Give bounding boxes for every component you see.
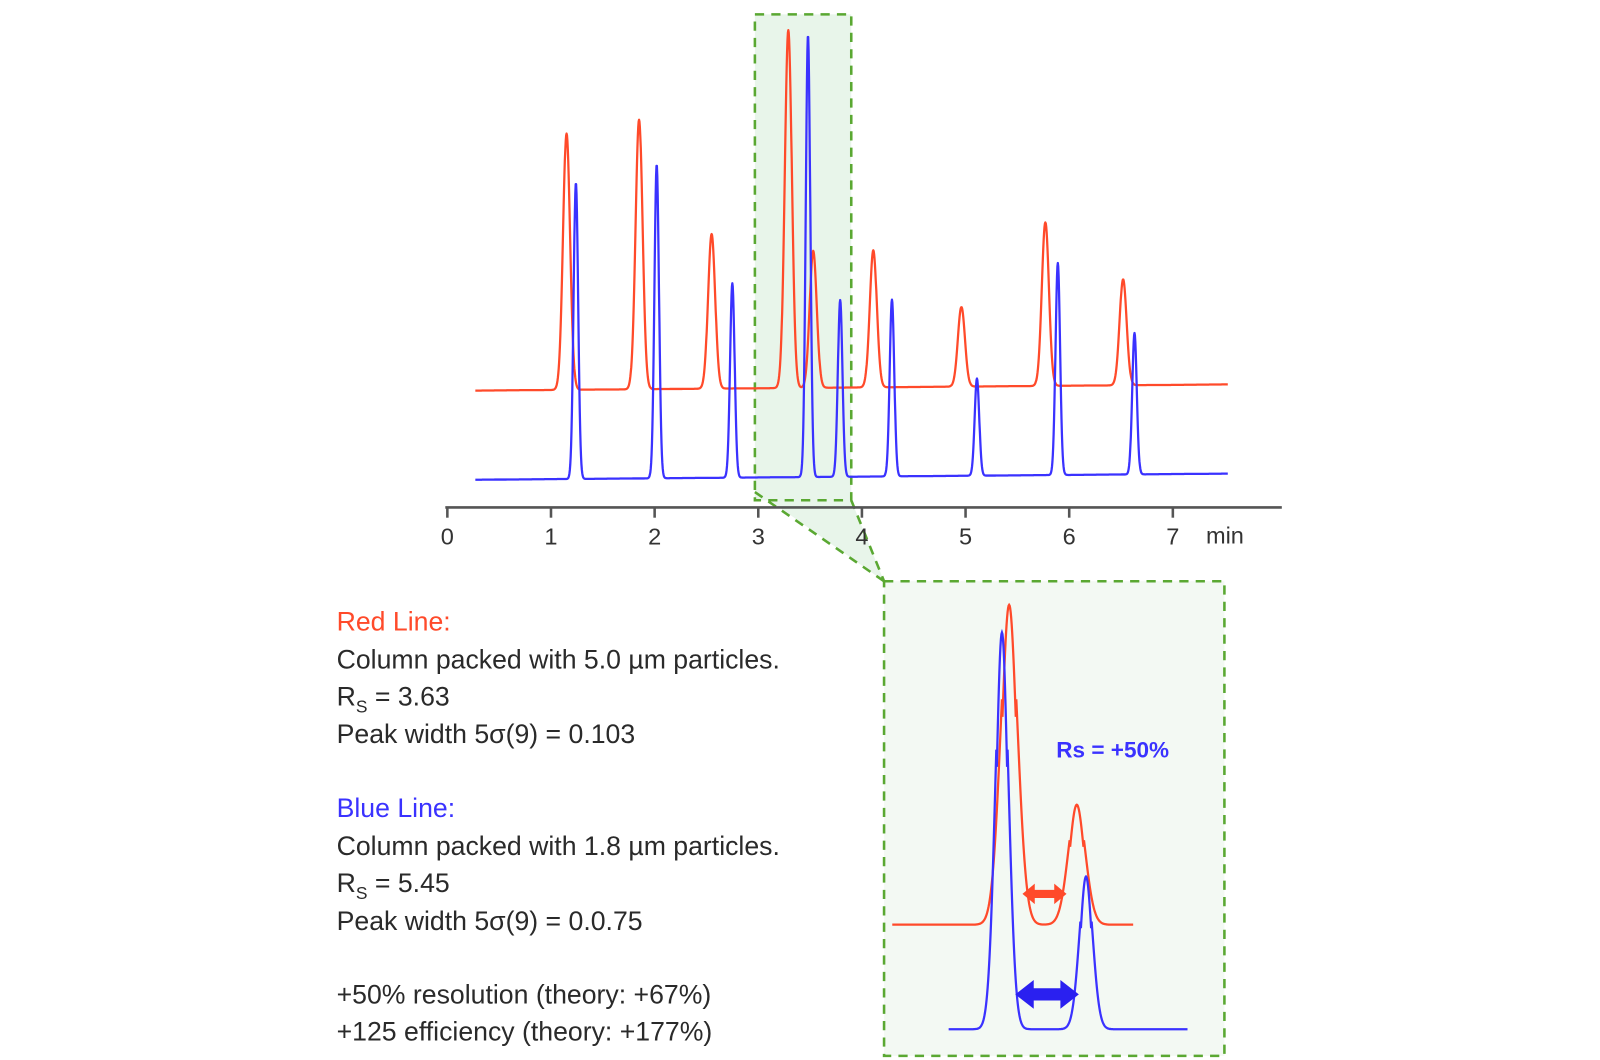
inset-box (882, 579, 1226, 1058)
blue-line-rs: RS = 5.45 (337, 868, 450, 903)
red-line-description: Column packed with 5.0 µm particles. (337, 644, 780, 674)
x-axis-label: min (1206, 522, 1244, 548)
x-axis-ticks: 0 1 2 3 4 5 6 7 (441, 507, 1179, 549)
zoom-connector-right (850, 499, 886, 582)
red-line-peak-width: Peak width 5σ(9) = 0.103 (337, 719, 636, 749)
blue-trace (474, 35, 1229, 481)
x-tick-label: 1 (544, 523, 557, 549)
summary-efficiency: +125 efficiency (theory: +177%) (337, 1017, 713, 1047)
rs-value: = 3.63 (368, 681, 450, 711)
blue-line-peak-width: Peak width 5σ(9) = 0.0.75 (337, 906, 643, 936)
rs-prefix: R (337, 868, 356, 898)
red-line-title: Red Line: (337, 606, 451, 636)
x-tick-label: 6 (1063, 523, 1076, 549)
blue-line-title: Blue Line: (337, 793, 456, 823)
x-tick-label: 0 (441, 523, 454, 549)
red-line-rs: RS = 3.63 (337, 681, 450, 716)
traces (474, 29, 1229, 481)
summary-resolution: +50% resolution (theory: +67%) (337, 980, 712, 1010)
x-tick-label: 3 (752, 523, 765, 549)
x-tick-label: 7 (1166, 523, 1179, 549)
inset-red-trace (892, 602, 1134, 926)
blue-resolution-arrow (1015, 980, 1079, 1009)
red-trace (474, 29, 1229, 392)
rs-subscript: S (356, 696, 368, 716)
inset-traces (892, 602, 1188, 1031)
inset-rs-label: Rs = +50% (1056, 738, 1169, 763)
blue-line-description: Column packed with 1.8 µm particles. (337, 831, 780, 861)
rs-prefix: R (337, 681, 356, 711)
x-tick-label: 4 (855, 523, 868, 549)
x-tick-label: 5 (959, 523, 972, 549)
rs-subscript: S (356, 883, 368, 903)
inset-blue-trace (948, 628, 1188, 1031)
red-resolution-arrow (1022, 883, 1067, 905)
rs-value: = 5.45 (368, 868, 450, 898)
x-tick-label: 2 (648, 523, 661, 549)
